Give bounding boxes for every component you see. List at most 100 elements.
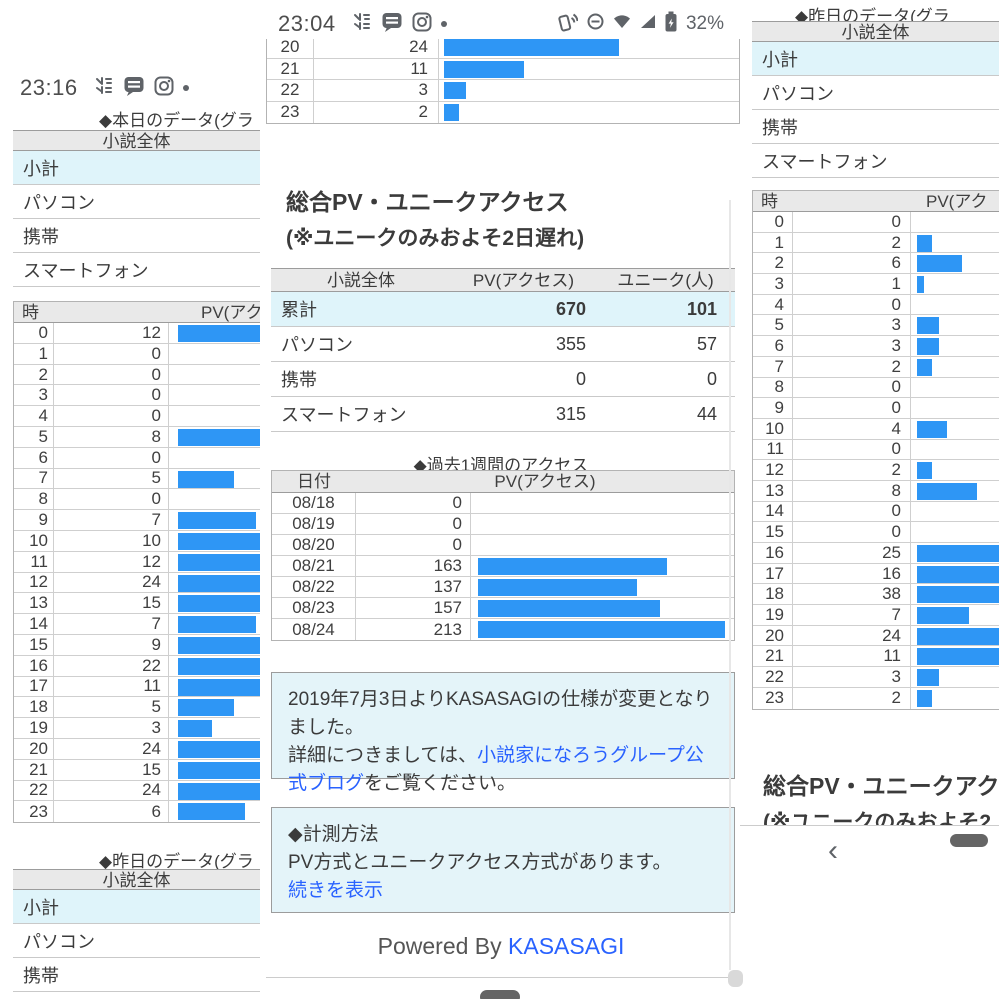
bar-cell <box>911 336 999 356</box>
table-row-mobile: 携帯 0 0 <box>271 362 735 397</box>
pv-bar <box>917 255 962 273</box>
pv-bar <box>917 338 940 356</box>
table-row: 20 24 <box>753 626 999 647</box>
key-cell: 19 <box>753 605 793 625</box>
bar-cell <box>911 253 999 273</box>
key-cell: 7 <box>14 468 54 489</box>
key-cell: 13 <box>14 593 54 614</box>
bar-cell <box>169 801 260 822</box>
bar-cell <box>911 626 999 646</box>
measurement-method-notice: ◆計測方法 PV方式とユニークアクセス方式があります。 続きを表示 <box>271 807 735 913</box>
bar-cell <box>439 39 739 58</box>
bar-cell <box>911 564 999 584</box>
key-cell: 21 <box>267 58 314 79</box>
unique-delay-note-clipped: (※ユニークのみおよそ2 <box>763 811 992 826</box>
pv-bar <box>917 462 932 480</box>
value-cell: 2 <box>793 687 911 709</box>
pv-bar <box>444 60 525 78</box>
table-row: 22 3 <box>753 667 999 688</box>
key-cell: 10 <box>753 419 793 439</box>
table-row: 0 12 <box>14 323 260 344</box>
value-cell: 137 <box>356 577 471 597</box>
bar-cell <box>439 80 739 101</box>
kasasagi-link[interactable]: KASASAGI <box>508 933 625 959</box>
bar-cell <box>169 385 260 405</box>
bar-cell <box>169 614 260 634</box>
value-cell: 0 <box>356 514 471 534</box>
pv-bar <box>478 621 726 638</box>
narou-blog-link[interactable]: 小説家になろうグループ公式ブログ <box>288 745 704 794</box>
table-row: 20 24 <box>267 39 739 59</box>
table-row: 19 7 <box>753 605 999 626</box>
show-more-link[interactable]: 続きを表示 <box>288 880 384 901</box>
table-row-smartphone: スマートフォン <box>13 253 260 287</box>
pv-bar <box>178 512 257 530</box>
pv-bar <box>917 317 940 335</box>
table-header-novel-overall: 小説全体 <box>13 130 260 151</box>
key-cell: 14 <box>753 501 793 522</box>
bar-cell <box>439 102 739 124</box>
unique-header: ユニーク(人) <box>617 271 714 290</box>
key-cell: 13 <box>753 481 793 501</box>
table-row: 12 2 <box>753 460 999 481</box>
key-cell: 23 <box>753 687 793 709</box>
key-cell: 17 <box>753 564 793 584</box>
value-cell: 24 <box>793 626 911 646</box>
bar-cell <box>169 552 260 572</box>
value-cell: 7 <box>793 605 911 625</box>
key-cell: 08/21 <box>272 556 356 576</box>
bar-cell <box>911 481 999 501</box>
value-cell: 0 <box>54 385 169 406</box>
table-row: 08/23 157 <box>272 598 734 619</box>
section-heading-today: ◆本日のデータ(グラ <box>99 111 254 130</box>
home-indicator-pill[interactable] <box>950 834 988 847</box>
value-cell: 10 <box>54 531 169 551</box>
pv-bar <box>917 627 999 645</box>
screenshot-card-corner <box>728 970 743 987</box>
key-cell: 1 <box>753 233 793 253</box>
section-heading-yesterday: ◆昨日のデータ(グラ <box>99 852 254 871</box>
bar-cell <box>169 677 260 697</box>
value-cell: 213 <box>356 619 471 640</box>
table-row: 23 2 <box>267 101 739 124</box>
instagram-icon <box>412 12 432 37</box>
pv-bar <box>178 740 260 758</box>
pv-bar <box>478 600 661 617</box>
pv-bar <box>178 761 260 779</box>
key-cell: 23 <box>14 801 54 823</box>
pv-bar <box>444 103 459 121</box>
key-cell: 10 <box>14 531 54 551</box>
table-row-mobile: 携帯 <box>13 219 260 253</box>
pv-bar <box>444 39 620 56</box>
notice-text: 2019年7月3日よりKASASAGIの仕様が変更となりました。 <box>288 689 713 738</box>
table-row: 08/18 0 <box>272 493 734 514</box>
value-cell: 0 <box>54 365 169 385</box>
home-indicator-pill[interactable] <box>480 990 520 999</box>
battery-percent: 32% <box>685 13 724 34</box>
nfc-icon <box>558 11 579 38</box>
notice-text: をご覧ください。 <box>364 773 517 794</box>
value-cell: 2 <box>314 101 439 123</box>
key-cell: 8 <box>753 377 793 398</box>
value-cell: 0 <box>356 535 471 555</box>
value-cell: 24 <box>314 39 439 58</box>
key-cell: 22 <box>753 667 793 687</box>
back-chevron-icon[interactable]: ‹ <box>828 834 838 867</box>
bar-cell <box>911 315 999 335</box>
table-row: 11 12 <box>14 552 260 573</box>
pv-bar <box>917 545 999 562</box>
bar-cell <box>911 667 999 687</box>
table-row-subtotal: 小計 <box>752 42 999 76</box>
key-cell: 15 <box>14 635 54 655</box>
table-row-cumulative: 累計 670 101 <box>271 292 735 327</box>
bar-cell <box>911 419 999 439</box>
bar-cell <box>911 440 999 460</box>
notification-dot <box>182 85 189 91</box>
value-cell: 1 <box>793 274 911 294</box>
